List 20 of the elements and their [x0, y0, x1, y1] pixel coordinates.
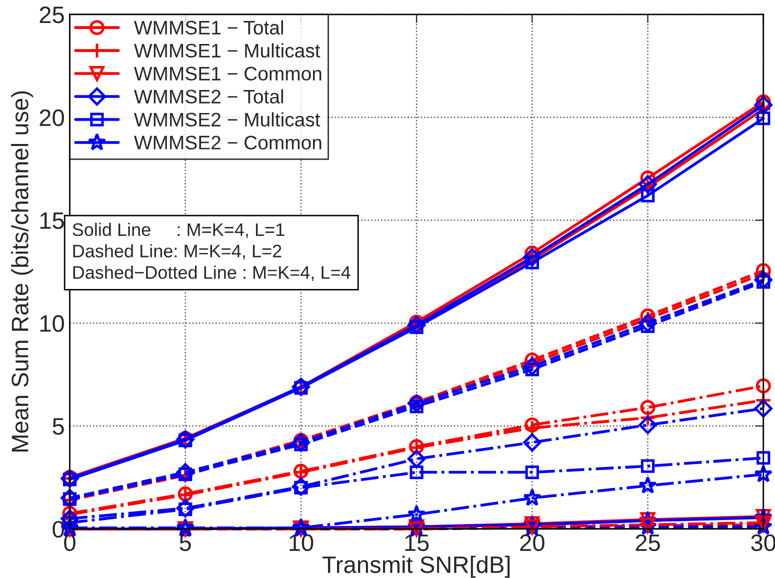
x-tick-label: 15	[405, 534, 429, 552]
y-tick-label: 5	[52, 418, 64, 435]
legend-label: WMMSE1 − Multicast	[134, 43, 320, 58]
legend-label: WMMSE2 − Common	[134, 136, 322, 150]
legend-label: WMMSE1 − Common	[134, 66, 322, 81]
y-tick-label: 10	[40, 315, 64, 332]
annotation: Dashed Line: M=K=4, L=2	[73, 244, 282, 260]
y-tick-label: 20	[40, 109, 64, 126]
y-tick-label: 15	[40, 212, 64, 230]
annotation: Solid Line : M=K=4, L=1	[72, 222, 284, 238]
legend-label: WMMSE1 − Total	[134, 20, 283, 35]
x-tick-label: 25	[636, 534, 660, 552]
legend-label: WMMSE2 − Multicast	[134, 112, 320, 127]
y-tick-label: 25	[40, 6, 64, 24]
y-axis-title: Mean Sum Rate (bits/channel use)	[11, 91, 34, 452]
x-tick-label: 10	[290, 534, 314, 552]
x-tick-label: 20	[520, 534, 544, 552]
annotation: Dashed−Dotted Line : M=K=4, L=4	[73, 266, 350, 282]
x-axis-title: Transmit SNR[dB]	[322, 556, 510, 578]
legend-label: WMMSE2 − Total	[134, 89, 283, 104]
